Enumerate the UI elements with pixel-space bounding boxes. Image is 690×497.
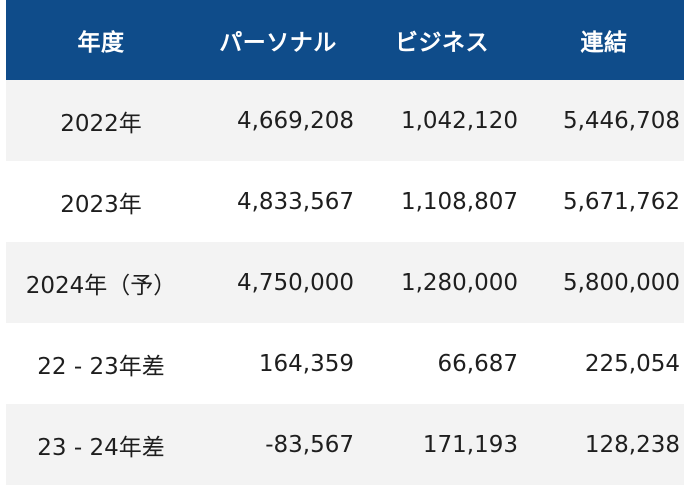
row-label: 22 - 23年差: [37, 353, 165, 380]
cell-business: 66,687: [437, 350, 518, 377]
header-year: 年度: [77, 30, 125, 56]
header-row: 年度 パーソナル ビジネス 連結: [6, 0, 684, 80]
cell-personal: 4,669,208: [236, 107, 354, 134]
table-row: 2023年 4,833,567 1,108,807 5,671,762: [6, 161, 684, 242]
row-label: 2023年: [60, 191, 142, 218]
cell-business: 1,108,807: [400, 188, 518, 215]
cell-personal: 164,359: [258, 350, 354, 377]
table-row: 2022年 4,669,208 1,042,120 5,446,708: [6, 80, 684, 161]
cell-consolidated: 128,238: [584, 431, 680, 458]
table-row: 23 - 24年差 -83,567 171,193 128,238: [6, 404, 684, 485]
cell-personal: 4,750,000: [236, 269, 354, 296]
cell-consolidated: 5,446,708: [562, 107, 680, 134]
row-label: 2022年: [60, 110, 142, 137]
header-consolidated: 連結: [580, 30, 628, 56]
header-personal: パーソナル: [219, 30, 337, 56]
header-business: ビジネス: [395, 30, 489, 56]
cell-consolidated: 225,054: [584, 350, 680, 377]
row-label: 2024年（予）: [25, 272, 177, 299]
row-label: 23 - 24年差: [37, 434, 165, 461]
cell-business: 1,280,000: [400, 269, 518, 296]
sales-table: 年度 パーソナル ビジネス 連結 2022年 4,669,208 1,042,1…: [6, 0, 684, 485]
cell-consolidated: 5,671,762: [562, 188, 680, 215]
table-header: 年度 パーソナル ビジネス 連結: [6, 0, 684, 80]
cell-business: 1,042,120: [400, 107, 518, 134]
cell-personal: -83,567: [265, 431, 354, 458]
cell-consolidated: 5,800,000: [562, 269, 680, 296]
cell-personal: 4,833,567: [236, 188, 354, 215]
cell-business: 171,193: [422, 431, 518, 458]
table-row: 2024年（予） 4,750,000 1,280,000 5,800,000: [6, 242, 684, 323]
table-row: 22 - 23年差 164,359 66,687 225,054: [6, 323, 684, 404]
table-body: 2022年 4,669,208 1,042,120 5,446,708 2023…: [6, 80, 684, 485]
